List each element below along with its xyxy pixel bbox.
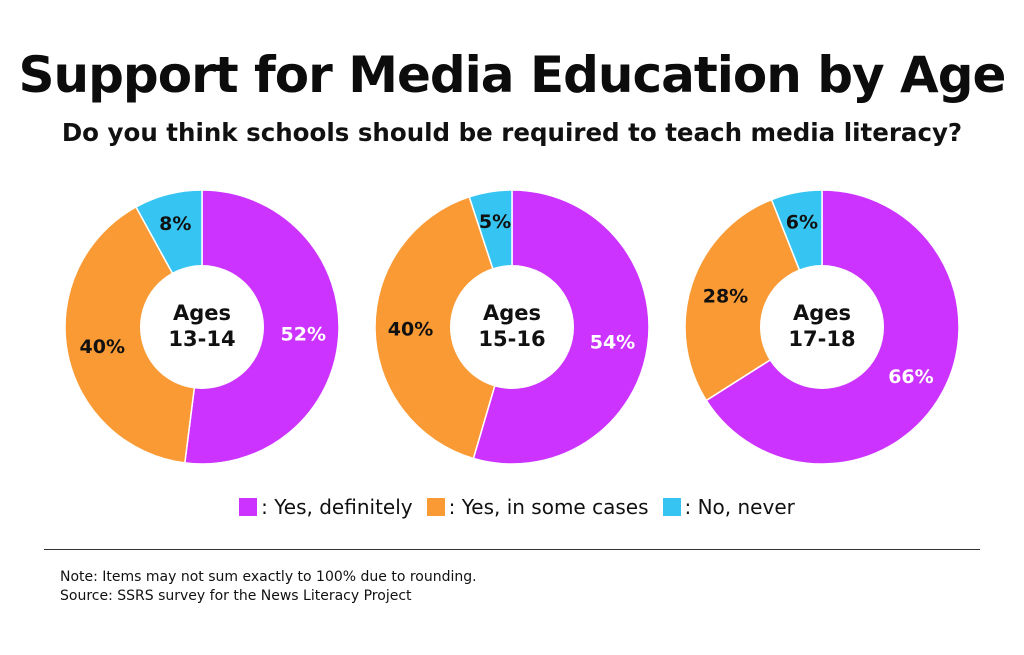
slice-label-yes-some: 40% bbox=[388, 319, 433, 341]
legend-item-no-never: : No, never bbox=[653, 495, 795, 519]
legend: : Yes, definitely : Yes, in some cases :… bbox=[0, 495, 1024, 519]
donut-hole bbox=[140, 265, 264, 389]
slice-label-no-never: 8% bbox=[159, 213, 191, 235]
legend-item-yes-definitely: : Yes, definitely bbox=[229, 495, 413, 519]
slice-yes-some bbox=[64, 205, 203, 464]
source-text: Source: SSRS survey for the News Literac… bbox=[60, 588, 412, 604]
slice-label-yes-some: 28% bbox=[703, 286, 748, 308]
slice-yes-some bbox=[374, 195, 513, 460]
legend-item-yes-some: : Yes, in some cases bbox=[417, 495, 649, 519]
slice-label-yes-definitely: 52% bbox=[281, 323, 326, 345]
footer-divider bbox=[44, 549, 980, 550]
slice-yes-some bbox=[684, 198, 823, 402]
center-label-range: 17-18 bbox=[788, 327, 855, 351]
center-label-range: 15-16 bbox=[478, 327, 545, 351]
slice-label-yes-some: 40% bbox=[80, 336, 125, 358]
footnotes: Note: Items may not sum exactly to 100% … bbox=[60, 568, 477, 606]
donut-hole bbox=[450, 265, 574, 389]
center-label-range: 13-14 bbox=[168, 327, 235, 351]
center-label-ages: Ages bbox=[793, 301, 851, 325]
donut-hole bbox=[760, 265, 884, 389]
legend-label-no-never: : No, never bbox=[684, 495, 795, 519]
chart-subtitle: Do you think schools should be required … bbox=[61, 118, 963, 147]
legend-label-yes-definitely: : Yes, definitely bbox=[261, 495, 413, 519]
legend-swatch-yes-definitely bbox=[239, 498, 258, 516]
slice-label-yes-definitely: 54% bbox=[590, 331, 635, 353]
note-text: Note: Items may not sum exactly to 100% … bbox=[60, 569, 477, 585]
chart-title: Support for Media Education by Age bbox=[18, 46, 1007, 104]
legend-swatch-yes-some bbox=[426, 498, 445, 516]
legend-swatch-no-never bbox=[662, 498, 681, 516]
slice-label-no-never: 5% bbox=[479, 211, 511, 233]
legend-label-yes-some: : Yes, in some cases bbox=[448, 495, 649, 519]
center-label-ages: Ages bbox=[483, 301, 541, 325]
center-label-ages: Ages bbox=[173, 301, 231, 325]
slice-label-yes-definitely: 66% bbox=[888, 366, 933, 388]
slice-label-no-never: 6% bbox=[786, 211, 818, 233]
